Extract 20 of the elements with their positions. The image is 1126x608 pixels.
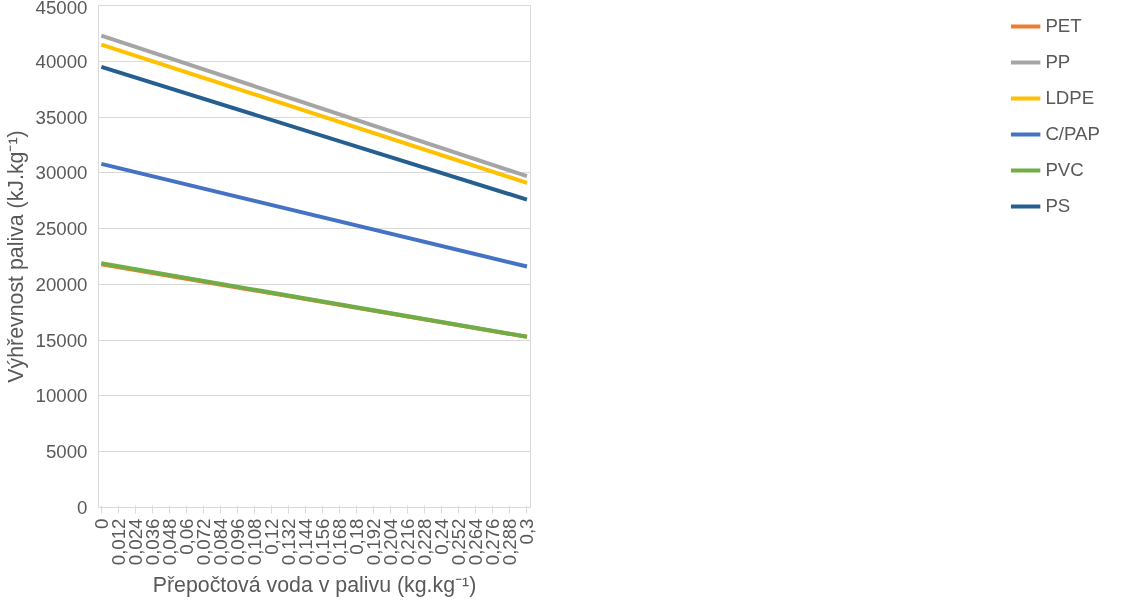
y-tick-label: 35000 — [35, 106, 88, 128]
y-tick-label: 0 — [77, 497, 88, 518]
legend-label: PVC — [1045, 159, 1084, 181]
legend-label: C/PAP — [1045, 123, 1100, 145]
y-tick-label: 20000 — [35, 273, 88, 295]
x-axis-title: Přepočtová voda v palivu (kg.kg⁻¹) — [152, 573, 477, 598]
legend-label: PS — [1045, 195, 1071, 217]
y-tick-label: 15000 — [35, 329, 88, 351]
y-tick-label: 30000 — [35, 162, 88, 184]
y-tick-label: 45000 — [35, 0, 88, 18]
y-tick-label: 25000 — [35, 218, 88, 240]
legend-label: LDPE — [1045, 87, 1095, 109]
legend-label: PET — [1045, 15, 1082, 37]
y-tick-label: 40000 — [35, 50, 88, 72]
x-tick-label: 0 — [90, 518, 112, 529]
y-axis-title: Výhřevnost paliva (kJ.kg⁻¹) — [3, 130, 28, 383]
y-tick-label: 5000 — [46, 441, 88, 463]
x-tick-label: 0,3 — [516, 518, 538, 545]
legend-label: PP — [1045, 51, 1071, 73]
y-tick-label: 10000 — [35, 385, 88, 407]
